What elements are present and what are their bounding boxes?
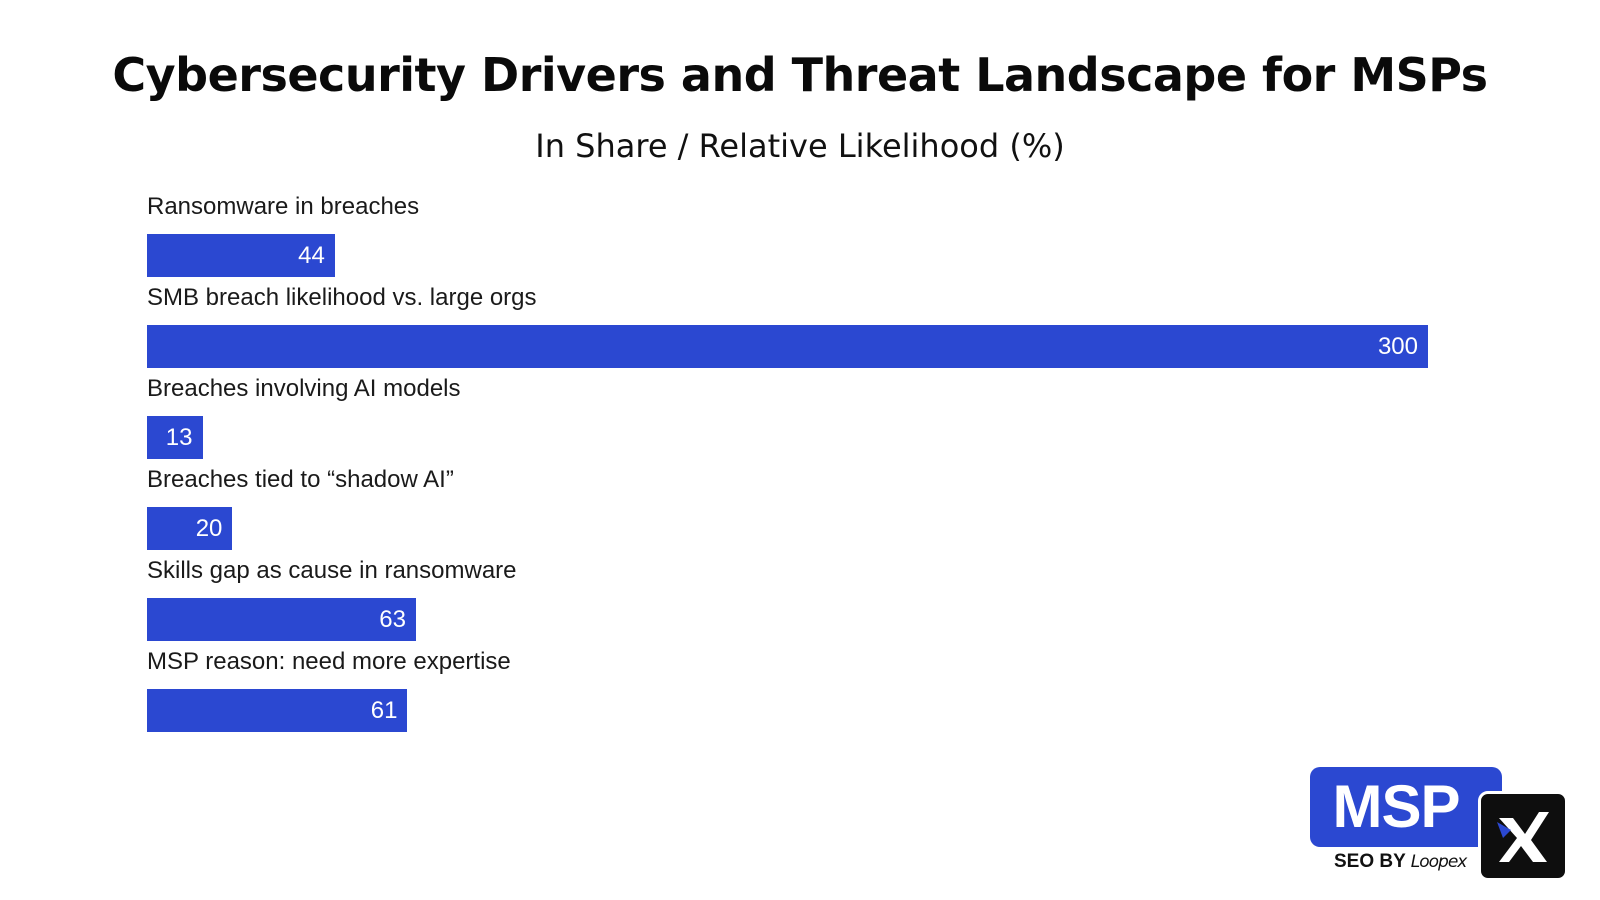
- logo-msp-badge: MSP: [1310, 767, 1502, 847]
- logo-tagline-text: SEO BY: [1334, 851, 1406, 872]
- category-label: Breaches involving AI models: [147, 375, 461, 402]
- bar: 63: [147, 598, 416, 641]
- bar: 300: [147, 325, 1428, 368]
- bar: 61: [147, 689, 408, 732]
- bar-value-label: 63: [379, 606, 406, 633]
- bar-value-label: 61: [370, 697, 398, 724]
- bar: 20: [147, 507, 233, 550]
- bar-value-label: 300: [1377, 333, 1418, 360]
- bar: 44: [147, 234, 335, 277]
- logo-x-icon: [1478, 791, 1568, 881]
- category-label: Ransomware in breaches: [147, 193, 420, 220]
- chart-title: Cybersecurity Drivers and Threat Landsca…: [112, 48, 1488, 102]
- msp-seo-logo: MSP SEO BY Loopex: [1310, 767, 1568, 881]
- chart-subtitle: In Share / Relative Likelihood (%): [535, 127, 1065, 165]
- logo-tagline: SEO BY Loopex: [1334, 851, 1468, 873]
- category-label: MSP reason: need more expertise: [147, 648, 511, 675]
- bar: 13: [147, 416, 203, 459]
- category-label: SMB breach likelihood vs. large orgs: [147, 284, 537, 311]
- logo-msp-text: MSP: [1332, 773, 1460, 840]
- bar-value-label: 13: [165, 424, 193, 451]
- logo-brand-text: Loopex: [1410, 852, 1468, 872]
- category-label: Skills gap as cause in ransomware: [147, 557, 517, 584]
- bar-value-label: 20: [195, 515, 223, 542]
- category-label: Breaches tied to “shadow AI”: [147, 466, 454, 493]
- bar-value-label: 44: [298, 242, 325, 269]
